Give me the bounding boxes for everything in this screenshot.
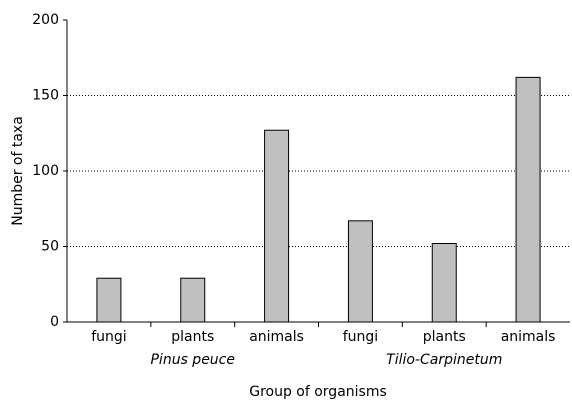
bar (96, 277, 122, 323)
y-tick-label: 0 (50, 314, 59, 330)
y-tick-label: 100 (32, 163, 59, 179)
y-tick-label: 50 (41, 239, 59, 255)
y-tick-label: 150 (32, 88, 59, 104)
x-tick-label: animals (501, 329, 556, 345)
x-axis-label: Group of organisms (249, 384, 387, 400)
x-tick-label: fungi (91, 329, 126, 345)
x-tick-label: fungi (343, 329, 378, 345)
x-tick-label: plants (423, 329, 466, 345)
group-label: Pinus peuce (150, 352, 235, 368)
bar (180, 277, 206, 323)
x-tick-label: plants (171, 329, 214, 345)
y-axis-label: Number of taxa (10, 116, 26, 226)
bar (515, 76, 541, 323)
x-tick-label: animals (249, 329, 304, 345)
y-tick-label: 200 (32, 12, 59, 28)
bar (431, 242, 457, 323)
bar (347, 220, 373, 323)
group-label: Tilio-Carpinetum (386, 352, 502, 368)
bar (264, 129, 290, 323)
